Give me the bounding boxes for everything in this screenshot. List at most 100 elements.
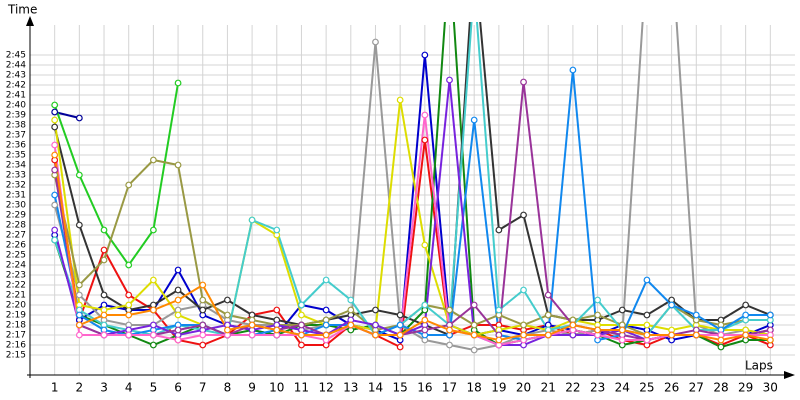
- point-marker: [396, 331, 404, 339]
- y-tick-label: 2:22: [6, 281, 26, 291]
- point-marker: [100, 311, 108, 319]
- y-tick-label: 2:44: [6, 61, 26, 71]
- point-marker: [125, 291, 133, 299]
- point-marker: [174, 79, 182, 87]
- point-marker: [51, 191, 59, 199]
- point-marker: [273, 326, 281, 334]
- point-marker: [298, 311, 305, 319]
- point-marker: [594, 296, 601, 304]
- point-marker: [199, 306, 207, 314]
- y-tick-label: 2:23: [6, 271, 26, 281]
- point-marker: [273, 306, 281, 314]
- point-marker: [224, 326, 231, 334]
- point-marker: [125, 261, 133, 269]
- y-tick-label: 2:31: [6, 191, 26, 201]
- point-marker: [75, 221, 83, 229]
- point-marker: [174, 296, 182, 304]
- point-marker: [520, 211, 527, 219]
- x-tick-label: 28: [713, 381, 728, 395]
- point-marker: [75, 331, 83, 339]
- point-marker: [125, 311, 133, 319]
- point-marker: [298, 341, 305, 349]
- point-marker: [51, 166, 59, 174]
- point-marker: [372, 38, 379, 46]
- x-tick-label: 8: [224, 381, 232, 395]
- series-line: [54, 111, 80, 119]
- y-tick-label: 2:21: [6, 291, 26, 301]
- x-tick-label: 3: [100, 381, 108, 395]
- series-line: [53, 82, 180, 267]
- point-marker: [149, 306, 157, 314]
- point-marker: [643, 331, 651, 339]
- y-tick-label: 2:16: [6, 341, 26, 351]
- y-tick-label: 2:45: [6, 51, 26, 61]
- point-marker: [495, 226, 503, 234]
- point-marker: [75, 281, 83, 289]
- y-tick-label: 2:42: [6, 81, 26, 91]
- x-tick-label: 13: [343, 381, 358, 395]
- y-tick-label: 2:25: [6, 251, 26, 261]
- point-marker: [174, 311, 182, 319]
- x-tick-label: 26: [664, 381, 679, 395]
- x-tick-label: 27: [689, 381, 704, 395]
- point-marker: [298, 301, 305, 309]
- point-marker: [643, 276, 651, 284]
- point-marker: [322, 276, 330, 284]
- y-tick-label: 2:18: [6, 321, 26, 331]
- series-line: [53, 22, 771, 337]
- point-marker: [51, 236, 59, 244]
- point-marker: [224, 311, 231, 319]
- series-line: [53, 154, 771, 342]
- point-marker: [125, 331, 133, 339]
- point-marker: [544, 291, 552, 299]
- point-marker: [248, 216, 256, 224]
- point-marker: [544, 311, 552, 319]
- y-tick-label: 2:37: [6, 131, 26, 141]
- y-tick-label: 2:34: [6, 161, 26, 171]
- point-marker: [495, 336, 503, 344]
- point-marker: [149, 341, 157, 349]
- point-marker: [668, 301, 676, 309]
- point-marker: [100, 246, 108, 254]
- point-marker: [421, 51, 429, 59]
- x-tick-label: 30: [763, 381, 778, 395]
- point-marker: [149, 321, 157, 329]
- point-marker: [742, 301, 750, 309]
- point-marker: [520, 78, 527, 86]
- point-marker: [100, 331, 108, 339]
- point-marker: [569, 66, 577, 74]
- point-marker: [149, 276, 157, 284]
- point-marker: [421, 136, 429, 144]
- x-tick-label: 7: [199, 381, 207, 395]
- point-marker: [199, 331, 207, 339]
- point-marker: [692, 331, 700, 339]
- series-line: [53, 139, 771, 349]
- x-tick-label: 23: [590, 381, 605, 395]
- x-tick-label: 10: [269, 381, 284, 395]
- point-marker: [470, 346, 478, 354]
- point-marker: [396, 311, 404, 319]
- x-tick-label: 19: [491, 381, 506, 395]
- x-tick-label: 29: [738, 381, 753, 395]
- point-marker: [421, 301, 429, 309]
- point-marker: [520, 331, 527, 339]
- point-marker: [347, 296, 355, 304]
- x-tick-label: 4: [125, 381, 133, 395]
- point-marker: [273, 226, 281, 234]
- point-marker: [372, 321, 379, 329]
- series-line: [53, 99, 771, 337]
- point-marker: [569, 321, 577, 329]
- point-marker: [421, 316, 429, 324]
- x-tick-label: 15: [393, 381, 408, 395]
- point-marker: [347, 306, 355, 314]
- y-axis-arrow: [26, 16, 34, 26]
- point-marker: [520, 286, 527, 294]
- point-marker: [618, 306, 626, 314]
- point-marker: [372, 306, 379, 314]
- y-tick-label: 2:38: [6, 121, 26, 131]
- x-axis-arrow: [784, 371, 795, 379]
- point-marker: [51, 116, 59, 124]
- x-tick-label: 24: [615, 381, 630, 395]
- point-marker: [100, 256, 108, 264]
- point-marker: [421, 111, 429, 119]
